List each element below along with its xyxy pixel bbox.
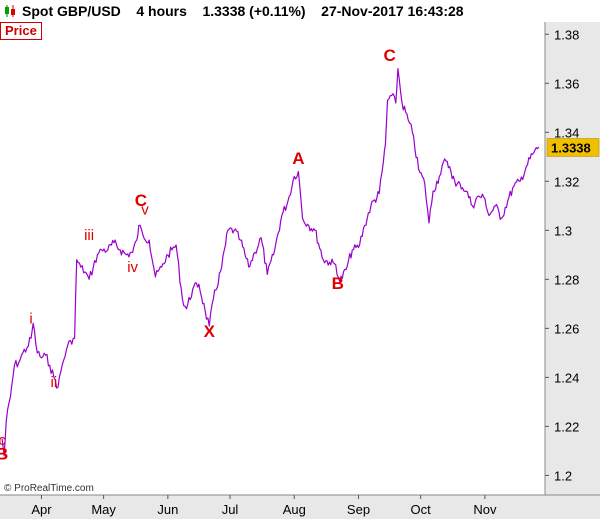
y-tick-label: 1.36 <box>554 76 579 91</box>
y-tick-label: 1.38 <box>554 27 579 42</box>
x-tick-label: Oct <box>411 502 432 517</box>
x-tick-label: Sep <box>347 502 370 517</box>
copyright-notice: © ProRealTime.com <box>4 483 94 494</box>
y-tick-label: 1.3 <box>554 223 572 238</box>
wave-label: A <box>292 149 304 168</box>
x-tick-label: May <box>91 502 116 517</box>
y-tick-label: 1.22 <box>554 419 579 434</box>
y-tick-label: 1.34 <box>554 125 579 140</box>
y-tick-label: 1.26 <box>554 321 579 336</box>
wave-label: i <box>29 310 32 327</box>
y-tick-label: 1.32 <box>554 174 579 189</box>
x-tick-label: Jun <box>157 502 178 517</box>
wave-label: B <box>332 274 344 293</box>
wave-label: X <box>204 322 216 341</box>
chart-title: Spot GBP/USD 4 hours 1.3338 (+0.11%) 27-… <box>22 3 464 19</box>
price-line <box>1 68 540 457</box>
x-tick-label: Apr <box>31 502 52 517</box>
y-tick-label: 1.28 <box>554 272 579 287</box>
wave-label: c <box>0 432 6 449</box>
x-tick-label: Nov <box>473 502 497 517</box>
wave-label: iii <box>84 227 94 244</box>
y-axis-panel[interactable] <box>545 22 600 495</box>
x-axis-panel[interactable] <box>0 495 600 519</box>
last-price-marker <box>546 138 600 157</box>
y-tick-label: 1.24 <box>554 370 579 385</box>
chart-header: Spot GBP/USD 4 hours 1.3338 (+0.11%) 27-… <box>0 0 600 22</box>
wave-label: iv <box>127 259 138 276</box>
wave-label: v <box>141 201 149 218</box>
wave-label: C <box>135 191 147 210</box>
x-tick-label: Jul <box>222 502 239 517</box>
plot-area[interactable] <box>0 22 545 495</box>
wave-label: ii <box>51 374 58 391</box>
last-price-label: 1.3338 <box>551 140 591 155</box>
price-panel-label: Price <box>0 22 42 40</box>
candlestick-icon <box>5 5 15 17</box>
wave-label: C <box>383 46 395 65</box>
y-tick-label: 1.2 <box>554 468 572 483</box>
wave-label: B <box>0 444 8 463</box>
x-tick-label: Aug <box>283 502 306 517</box>
